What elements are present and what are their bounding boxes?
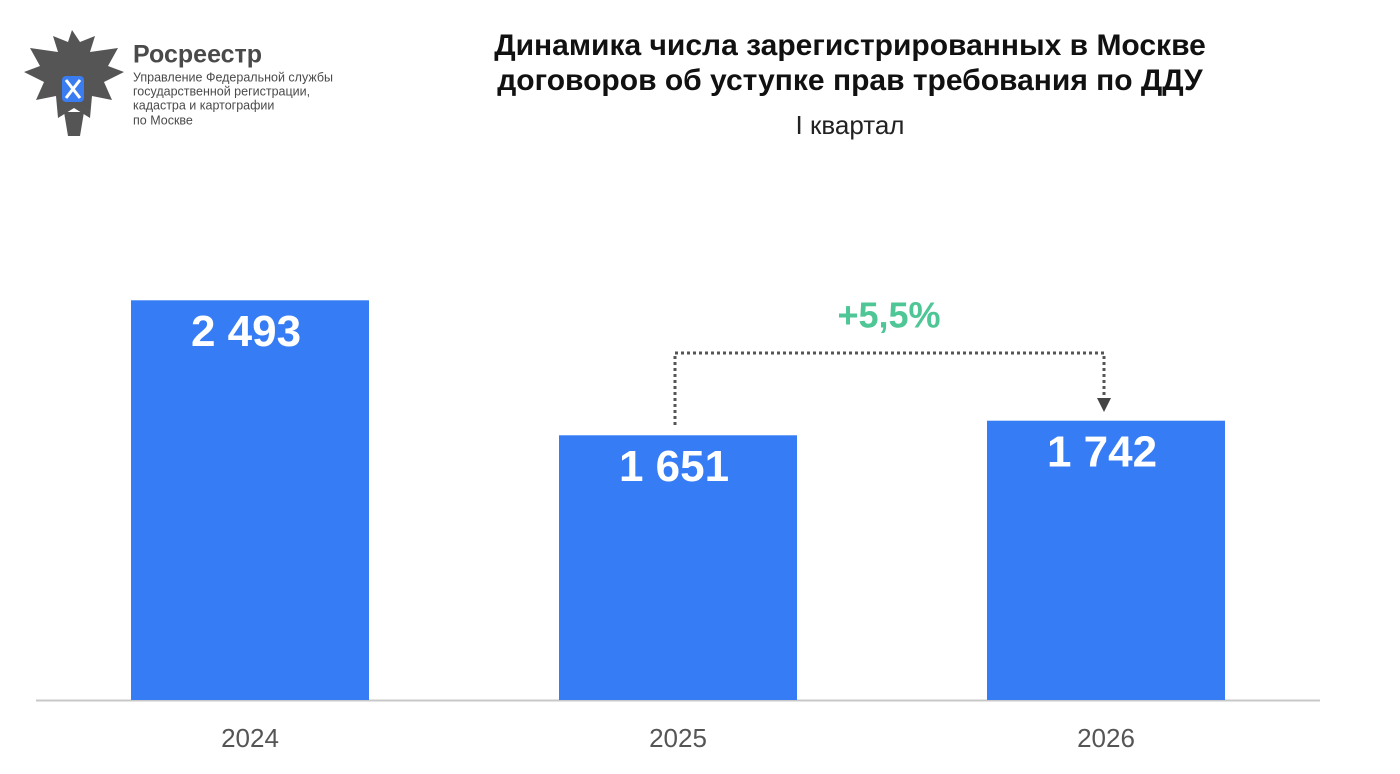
logo-line: по Москве xyxy=(133,113,193,127)
bar xyxy=(987,420,1225,700)
logo-name: Росреестр xyxy=(133,41,262,69)
x-tick-label: 2026 xyxy=(1077,723,1135,753)
value-label: 1 651 xyxy=(619,442,729,491)
chart-subtitle: I квартал xyxy=(795,110,905,140)
value-label: 2 493 xyxy=(191,307,301,356)
logo-line: государственной регистрации, xyxy=(133,84,310,98)
logo-line: кадастра и картографии xyxy=(133,98,274,112)
change-annotation: +5,5% xyxy=(837,295,940,336)
logo-emblem xyxy=(24,30,124,136)
change-arrow xyxy=(1097,398,1111,412)
x-tick-label: 2025 xyxy=(649,723,707,753)
bar xyxy=(559,435,797,700)
change-bracket xyxy=(673,351,1106,425)
x-tick-label: 2024 xyxy=(221,723,279,753)
value-label: 1 742 xyxy=(1047,427,1157,476)
logo-line: Управление Федеральной службы xyxy=(133,70,333,84)
bar xyxy=(131,300,369,700)
chart-title: Динамика числа зарегистрированных в Моск… xyxy=(494,29,1206,97)
